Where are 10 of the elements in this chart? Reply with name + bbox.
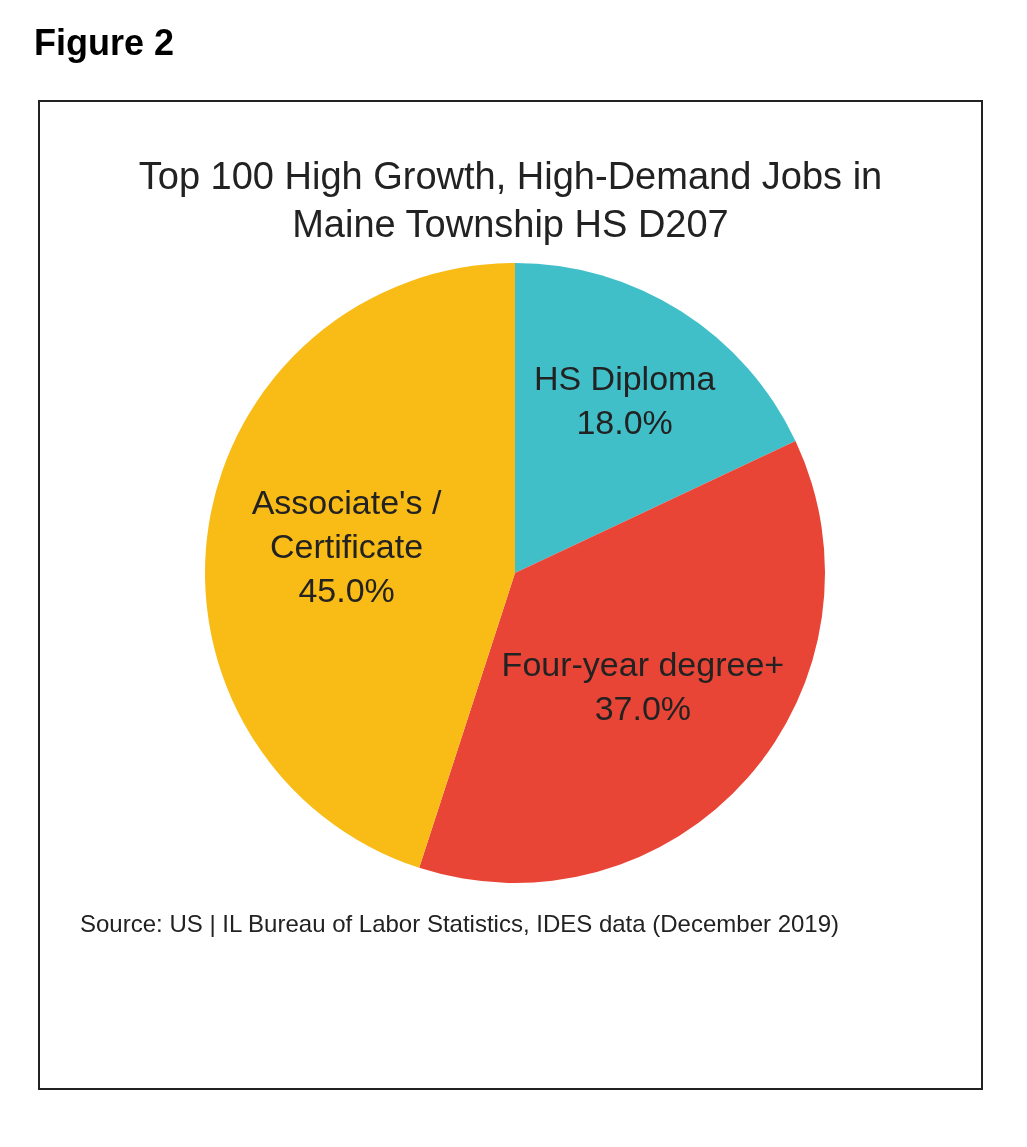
slice-label: HS Diploma xyxy=(533,359,716,398)
chart-title: Figure 2 xyxy=(34,22,176,64)
data-label: 18.0% xyxy=(576,403,673,442)
slice-label: Four-year degree+ xyxy=(501,644,785,683)
chart-subtitle: Top 100 High Growth, High-Demand Jobs in Maine Township HS D207 xyxy=(137,154,884,247)
pie-slice xyxy=(515,263,796,573)
slice-label: Associate's / Certificate xyxy=(251,483,443,566)
data-label: 45.0% xyxy=(298,571,395,610)
source-note: Source: US | IL Bureau of Labor Statistics, IDES data (December 2019) xyxy=(80,909,841,939)
data-label: 37.0% xyxy=(594,688,692,727)
